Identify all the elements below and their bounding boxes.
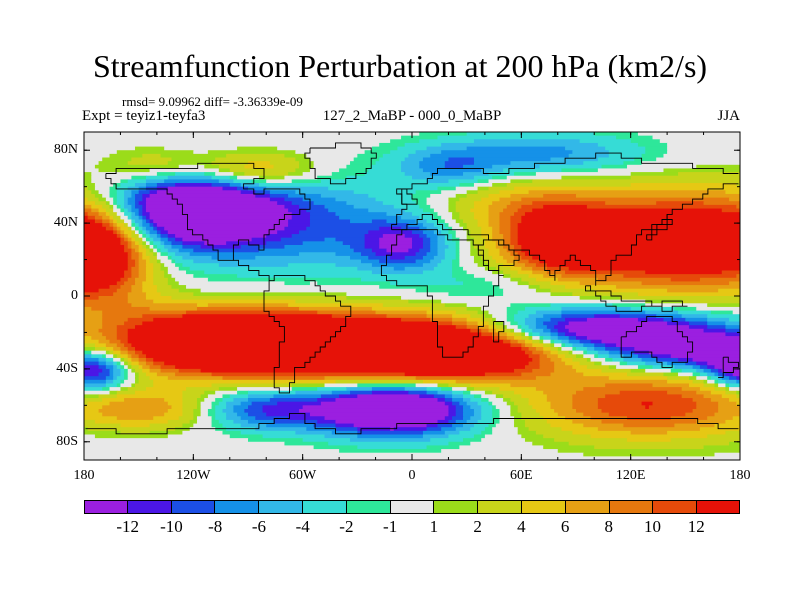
colorbar-cell — [84, 500, 128, 514]
coastline — [391, 183, 739, 286]
coastline — [585, 285, 688, 312]
lat-tick-label: 40S — [56, 360, 78, 376]
lon-tick-label: 180 — [729, 468, 751, 483]
lon-tick-label: 180 — [73, 468, 95, 483]
lat-tick-label: 80S — [56, 433, 78, 449]
colorbar-cell — [171, 500, 216, 514]
colorbar — [84, 500, 740, 514]
coastline — [391, 152, 739, 230]
colorbar-cell — [521, 500, 566, 514]
colorbar-label: 6 — [560, 517, 570, 536]
experiment-label: Expt = teyiz1-teyfa3 — [82, 108, 206, 124]
colorbar-label: -4 — [295, 517, 310, 536]
colorbar-cell — [302, 500, 347, 514]
colorbar-cell — [697, 500, 740, 514]
lon-tick-label: 60W — [289, 468, 317, 483]
colorbar-cell — [259, 500, 303, 514]
colorbar-cell — [478, 500, 522, 514]
coastline — [105, 162, 311, 261]
colorbar-label: 10 — [644, 517, 662, 536]
coastline — [718, 356, 739, 379]
lon-tick-label: 60E — [510, 468, 533, 483]
colorbar-label: 1 — [429, 517, 439, 536]
lat-tick-label: 0 — [71, 288, 78, 303]
lat-tick-label: 80N — [53, 142, 78, 158]
colorbar-label: -6 — [251, 517, 266, 536]
colorbar-cell — [653, 500, 698, 514]
coastline — [401, 188, 418, 205]
colorbar-cell — [346, 500, 391, 514]
lon-tick-label: 0 — [408, 468, 416, 483]
coastline — [304, 142, 377, 185]
colorbar-label: 12 — [687, 517, 705, 536]
coastline — [85, 412, 739, 435]
colorbar-cell — [565, 500, 610, 514]
colorbar-cell — [609, 500, 654, 514]
colorbar-label: 8 — [604, 517, 614, 536]
map-title: Streamfunction Perturbation at 200 hPa (… — [92, 48, 708, 84]
coastline — [646, 214, 673, 241]
colorbar-label: -12 — [116, 517, 140, 536]
colorbar-cell — [434, 500, 479, 514]
colorbar-label: -8 — [208, 517, 223, 536]
stats-label: rmsd= 9.09962 diff= -3.36339e-09 — [122, 94, 303, 109]
coastline — [380, 229, 504, 358]
colorbar-cell — [390, 500, 435, 514]
lon-tick-label: 120W — [176, 468, 211, 483]
coastline — [620, 315, 694, 368]
colorbar-label: -1 — [383, 517, 398, 536]
lon-tick-label: 120E — [615, 468, 646, 483]
comparison-label: 127_2_MaBP - 000_0_MaBP — [322, 108, 502, 124]
colorbar-label: -2 — [339, 517, 354, 536]
coastline — [493, 321, 505, 343]
colorbar-cell — [215, 500, 260, 514]
lat-tick-label: 40N — [53, 215, 78, 231]
colorbar-cell — [127, 500, 172, 514]
coastline — [477, 239, 520, 271]
coastline — [233, 259, 352, 394]
colorbar-label: 2 — [473, 517, 482, 536]
colorbar-label: 4 — [517, 517, 526, 536]
season-label: JJA — [717, 108, 740, 124]
colorbar-label: -10 — [160, 517, 183, 536]
